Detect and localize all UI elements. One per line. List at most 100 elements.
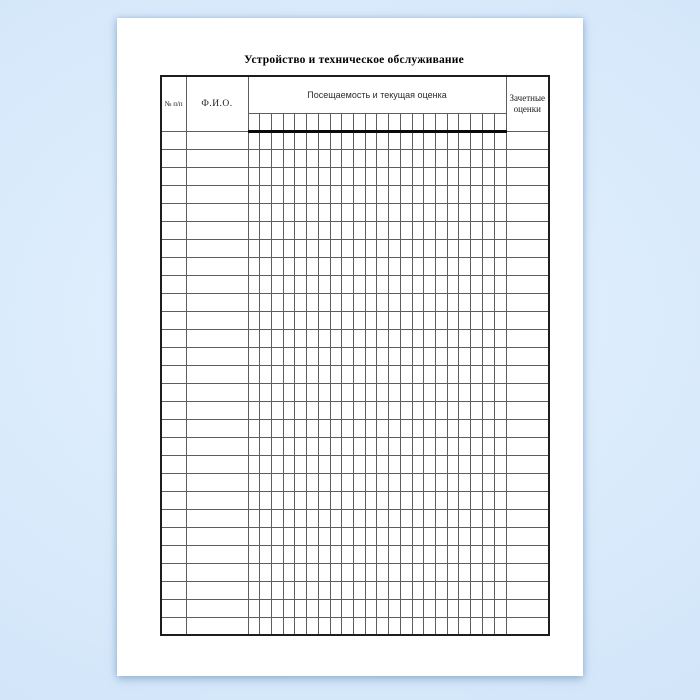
grid-cell <box>329 490 343 510</box>
grid-cell <box>352 400 366 420</box>
grid-cell <box>247 292 261 312</box>
grid-cell <box>317 328 331 348</box>
grid-cell <box>458 238 472 258</box>
table-row <box>160 544 550 564</box>
grid-cell <box>458 148 472 168</box>
grid-cell <box>399 544 413 564</box>
grid-cell <box>270 508 284 528</box>
grid-cell <box>294 616 308 636</box>
grid-cell <box>247 274 261 294</box>
table-row <box>160 184 550 204</box>
grid-cell <box>270 184 284 204</box>
grid-cell <box>446 616 460 636</box>
grid-cell <box>317 400 331 420</box>
grid-cell <box>481 418 495 438</box>
grid-cell <box>493 148 507 168</box>
grid-cell <box>458 256 472 276</box>
grid-cell <box>423 418 436 438</box>
grid-cell <box>423 238 436 258</box>
grid-cell <box>317 166 331 186</box>
grid-cell <box>364 436 378 456</box>
grid-cell <box>458 382 472 402</box>
grid-cell <box>185 562 249 582</box>
grid-cell <box>282 616 296 636</box>
grid-cell <box>376 544 390 564</box>
grid-cell <box>247 400 261 420</box>
grid-cell <box>270 238 284 258</box>
grid-cell <box>481 400 495 420</box>
table-row <box>160 436 550 456</box>
grid-cell <box>411 130 425 150</box>
grid-cell <box>294 256 308 276</box>
grid-cell <box>282 346 296 366</box>
grid-cell <box>364 508 378 528</box>
grid-cell <box>411 508 425 528</box>
grid-cell <box>259 364 272 384</box>
grid-cell <box>470 526 483 546</box>
grid-cell <box>388 382 401 402</box>
grid-cell <box>435 418 448 438</box>
grid-cell <box>270 292 284 312</box>
table-row <box>160 454 550 474</box>
grid-cell <box>470 616 483 636</box>
grid-cell <box>399 382 413 402</box>
grid-cell <box>341 418 354 438</box>
grid-cell <box>185 454 249 474</box>
grid-cell <box>160 202 187 222</box>
grid-cell <box>376 184 390 204</box>
grid-cell <box>185 328 249 348</box>
grid-cell <box>399 202 413 222</box>
grid-cell <box>306 526 319 546</box>
grid-cell <box>306 238 319 258</box>
grid-cell <box>259 256 272 276</box>
grid-cell <box>481 472 495 492</box>
grid-cell <box>270 544 284 564</box>
grid-cell <box>185 256 249 276</box>
grid-cell <box>294 382 308 402</box>
grid-cell <box>270 562 284 582</box>
grid-cell <box>341 220 354 240</box>
grid-cell <box>376 382 390 402</box>
grid-cell <box>352 490 366 510</box>
grid-cell <box>294 490 308 510</box>
grid-cell <box>388 436 401 456</box>
grid-cell <box>247 508 261 528</box>
grid-cell <box>317 256 331 276</box>
grid-cell <box>306 220 319 240</box>
grid-cell <box>364 148 378 168</box>
grid-cell <box>282 202 296 222</box>
grid-cell <box>470 256 483 276</box>
grid-cell <box>160 436 187 456</box>
grid-cell <box>294 508 308 528</box>
grid-cell <box>481 526 495 546</box>
grid-cell <box>306 292 319 312</box>
grid-cell <box>481 256 495 276</box>
grid-cell <box>493 274 507 294</box>
grid-cell <box>470 130 483 150</box>
grid-cell <box>435 166 448 186</box>
grid-cell <box>270 490 284 510</box>
grid-cell <box>160 130 187 150</box>
grid-cell <box>388 544 401 564</box>
grid-cell <box>352 364 366 384</box>
grid-cell <box>481 508 495 528</box>
grid-cell <box>470 274 483 294</box>
grid-cell <box>247 562 261 582</box>
attendance-subcolumn <box>423 112 436 133</box>
grid-cell <box>505 508 550 528</box>
grid-cell <box>399 256 413 276</box>
grid-cell <box>505 346 550 366</box>
grid-cell <box>306 472 319 492</box>
grid-cell <box>185 184 249 204</box>
grid-cell <box>247 310 261 330</box>
grid-cell <box>282 472 296 492</box>
grid-cell <box>435 544 448 564</box>
grid-cell <box>399 166 413 186</box>
grid-cell <box>329 130 343 150</box>
grid-cell <box>376 310 390 330</box>
grid-cell <box>399 238 413 258</box>
grid-cell <box>481 346 495 366</box>
grid-cell <box>341 454 354 474</box>
grid-cell <box>493 310 507 330</box>
grid-cell <box>388 310 401 330</box>
